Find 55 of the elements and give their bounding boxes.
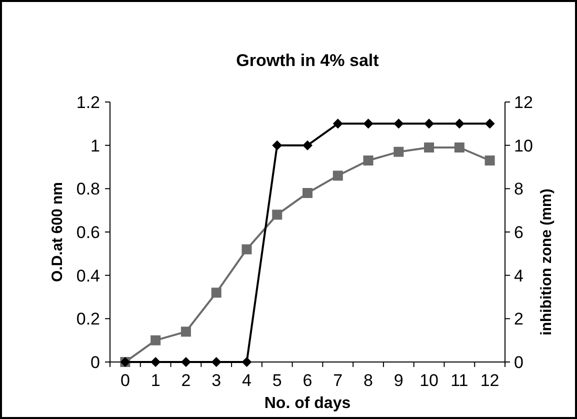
y-tick-label: 0.2: [76, 310, 100, 329]
point: [332, 118, 343, 129]
x-tick-label: 3: [212, 371, 222, 390]
y2-tick-label: 10: [514, 136, 533, 156]
point: [180, 326, 191, 337]
y-tick-label: 0: [90, 352, 100, 372]
y2-tick-label: 0: [514, 352, 524, 372]
x-tick-label: 10: [420, 371, 438, 390]
y-tick-label: 0.4: [76, 266, 100, 286]
y2-tick-label: 4: [514, 266, 524, 286]
y-tick-label: 0.8: [76, 180, 100, 199]
point: [272, 140, 282, 150]
y2-tick-label: 12: [514, 92, 533, 112]
point: [484, 118, 495, 129]
point: [180, 357, 191, 367]
point: [394, 146, 404, 157]
point: [242, 357, 252, 367]
point: [211, 288, 222, 298]
x-axis-title: No. of days: [264, 395, 351, 412]
x-tick-label: 1: [150, 371, 160, 390]
point: [363, 156, 374, 166]
point: [272, 210, 282, 220]
point: [211, 357, 222, 367]
point: [363, 118, 374, 129]
x-tick-label: 8: [364, 371, 374, 390]
point: [332, 170, 343, 181]
x-tick-label: 6: [302, 371, 312, 390]
x-tick-label: 0: [120, 371, 130, 390]
point: [424, 142, 434, 152]
point: [150, 335, 161, 346]
x-tick-label: 5: [272, 371, 282, 390]
y2-tick-label: 8: [514, 180, 524, 199]
x-tick-label: 12: [480, 371, 500, 390]
point: [150, 357, 161, 367]
point: [242, 244, 252, 254]
x-tick-label: 9: [394, 371, 404, 390]
point: [454, 118, 464, 129]
point: [394, 118, 404, 129]
point: [454, 142, 464, 152]
y2-axis-title: inhibition zone (mm): [538, 188, 555, 336]
y-tick-label: 0.6: [76, 222, 100, 242]
y-tick-label: 1.2: [76, 92, 100, 112]
point: [302, 188, 312, 198]
x-tick-label: 11: [450, 371, 468, 390]
point: [424, 118, 434, 129]
y2-tick-label: 6: [514, 222, 524, 242]
x-tick-label: 2: [181, 371, 191, 390]
x-tick-label: 4: [242, 371, 252, 390]
point: [302, 140, 312, 150]
y-axis-title: O.D.at 600 nm: [49, 182, 66, 282]
y-tick-label: 1: [90, 136, 100, 156]
x-tick-label: 7: [333, 371, 343, 390]
point: [484, 156, 495, 166]
y2-tick-label: 2: [514, 310, 524, 329]
chart-title: Growth in 4% salt: [236, 51, 380, 70]
